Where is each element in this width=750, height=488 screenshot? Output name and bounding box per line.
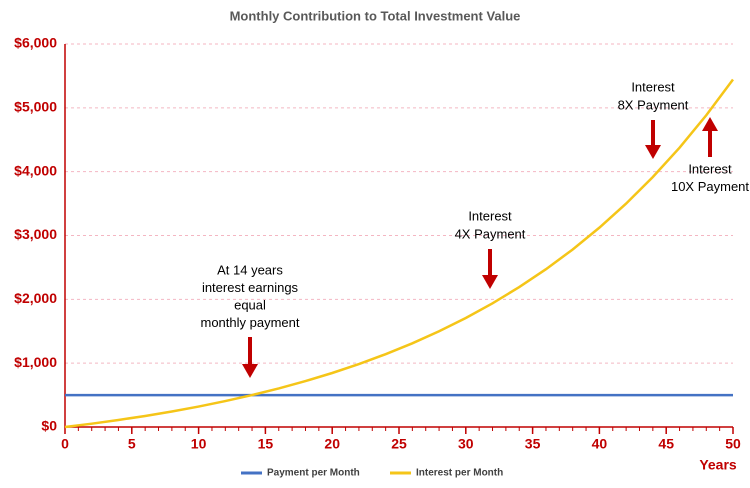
annotation-text: At 14 years bbox=[217, 262, 283, 277]
x-tick-label: 0 bbox=[61, 436, 69, 452]
arrow-head bbox=[242, 364, 258, 378]
y-tick-label: $3,000 bbox=[14, 226, 57, 242]
annotation-text: equal bbox=[234, 297, 266, 312]
x-tick-label: 35 bbox=[525, 436, 541, 452]
annotation-text: Interest bbox=[468, 208, 512, 223]
legend-label: Interest per Month bbox=[416, 468, 503, 479]
annotation-text: 8X Payment bbox=[618, 97, 689, 112]
y-tick-label: $1,000 bbox=[14, 354, 57, 370]
chart-title: Monthly Contribution to Total Investment… bbox=[230, 8, 521, 23]
x-tick-label: 30 bbox=[458, 436, 474, 452]
arrow-head bbox=[702, 117, 718, 131]
x-tick-label: 50 bbox=[725, 436, 741, 452]
x-tick-label: 40 bbox=[592, 436, 608, 452]
y-tick-label: $6,000 bbox=[14, 35, 57, 51]
x-tick-label: 25 bbox=[391, 436, 407, 452]
y-tick-label: $4,000 bbox=[14, 162, 57, 178]
annotation-text: 4X Payment bbox=[455, 226, 526, 241]
x-tick-label: 10 bbox=[191, 436, 207, 452]
y-tick-label: $0 bbox=[41, 418, 57, 434]
legend-label: Payment per Month bbox=[267, 468, 360, 479]
annotation-text: Interest bbox=[631, 79, 675, 94]
arrow-head bbox=[645, 145, 661, 159]
annotation-text: Interest bbox=[688, 161, 732, 176]
y-tick-label: $5,000 bbox=[14, 99, 57, 115]
y-tick-label: $2,000 bbox=[14, 290, 57, 306]
x-tick-label: 15 bbox=[258, 436, 274, 452]
annotation-text: monthly payment bbox=[201, 315, 300, 330]
x-tick-label: 5 bbox=[128, 436, 136, 452]
annotation-text: interest earnings bbox=[202, 280, 299, 295]
annotation-text: 10X Payment bbox=[671, 179, 749, 194]
arrow-head bbox=[482, 275, 498, 289]
series-line bbox=[64, 78, 735, 429]
x-tick-label: 45 bbox=[658, 436, 674, 452]
x-tick-label: 20 bbox=[324, 436, 340, 452]
x-axis-label: Years bbox=[699, 457, 737, 473]
